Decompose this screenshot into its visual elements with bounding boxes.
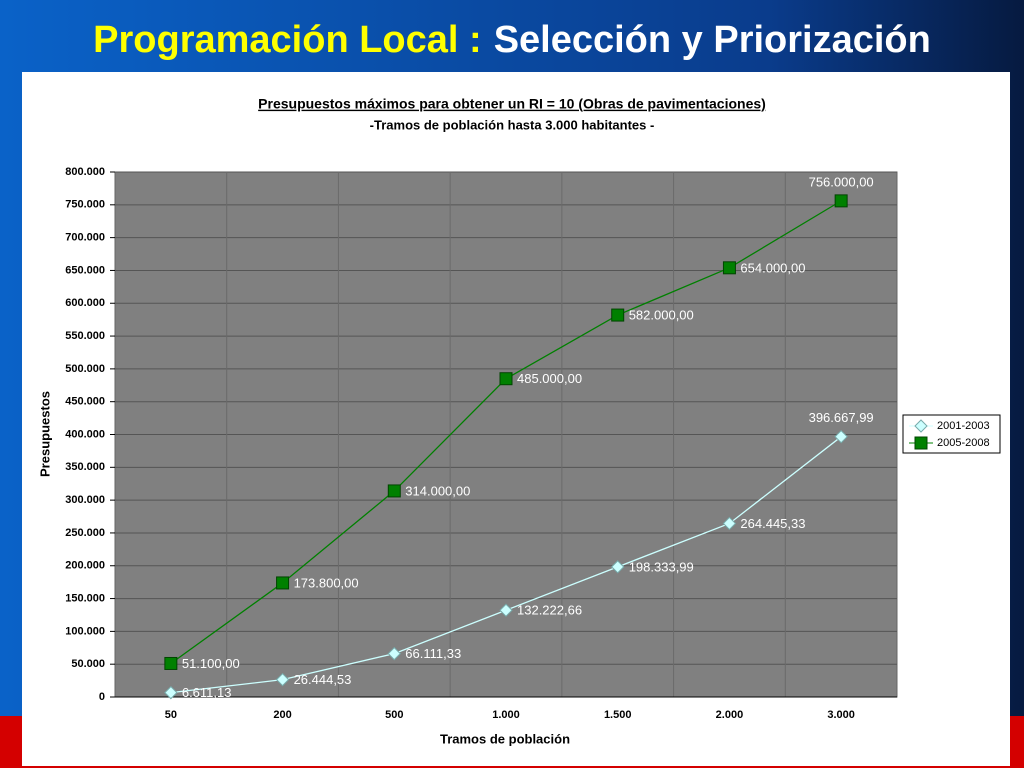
point: [834, 194, 848, 208]
value-label: 198.333,99: [629, 559, 694, 574]
point: [275, 672, 290, 687]
y-tick-label: 0: [99, 691, 105, 703]
value-label: 173.800,00: [294, 575, 359, 590]
legend-marker: [914, 419, 928, 433]
y-tick-label: 150.000: [65, 592, 105, 604]
legend-marker: [914, 436, 928, 450]
y-tick-label: 750.000: [65, 199, 105, 211]
chart-subtitle: -Tramos de población hasta 3.000 habitan…: [370, 117, 655, 132]
y-tick-label: 700.000: [65, 232, 105, 244]
title-rest: Selección y Priorización: [494, 19, 931, 61]
y-tick-label: 300.000: [65, 494, 105, 506]
point: [499, 372, 513, 386]
chart-title: Presupuestos máximos para obtener un RI …: [258, 96, 766, 112]
x-tick-label: 500: [385, 709, 403, 721]
value-label: 66.111,33: [405, 646, 461, 661]
point: [834, 429, 848, 444]
value-label: 654.000,00: [740, 260, 805, 275]
slide-title: Programación Local : Selección y Prioriza…: [93, 19, 931, 61]
x-tick-label: 200: [273, 709, 291, 721]
y-tick-label: 100.000: [65, 625, 105, 637]
y-tick-label: 600.000: [65, 297, 105, 309]
point: [387, 646, 401, 661]
point: [164, 656, 178, 670]
x-tick-label: 3.000: [827, 709, 855, 721]
x-tick-label: 1.500: [604, 709, 632, 721]
point: [722, 261, 736, 275]
value-label: 6.611,13: [182, 685, 232, 700]
y-tick-label: 250.000: [65, 527, 105, 539]
y-tick-label: 800.000: [65, 166, 105, 178]
y-tick-label: 500.000: [65, 363, 105, 375]
value-label: 132.222,66: [517, 603, 582, 618]
y-tick-label: 50.000: [71, 658, 105, 670]
point: [611, 308, 625, 322]
y-tick-label: 550.000: [65, 330, 105, 342]
point: [387, 484, 401, 498]
y-tick-label: 200.000: [65, 560, 105, 572]
value-label: 756.000,00: [809, 174, 874, 189]
title-highlight: Programación Local :: [93, 19, 482, 61]
value-label: 582.000,00: [629, 308, 694, 323]
x-axis-title: Tramos de población: [440, 731, 570, 746]
point: [611, 560, 625, 574]
x-tick-label: 1.000: [492, 709, 520, 721]
point: [276, 576, 290, 590]
y-tick-label: 450.000: [65, 396, 105, 408]
value-label: 51.100,00: [182, 656, 240, 671]
y-tick-label: 650.000: [65, 264, 105, 276]
legend-label: 2001-2003: [937, 420, 990, 432]
point: [164, 685, 178, 700]
value-label: 396.667,99: [809, 410, 874, 425]
y-tick-label: 400.000: [65, 428, 105, 440]
value-label: 264.445,33: [740, 516, 805, 531]
x-tick-label: 50: [165, 709, 177, 721]
y-axis-title: Presupuestos: [37, 391, 52, 477]
value-label: 26.444,53: [294, 672, 352, 687]
point: [722, 516, 737, 531]
value-label: 485.000,00: [517, 371, 582, 386]
y-tick-label: 350.000: [65, 461, 105, 473]
x-tick-label: 2.000: [716, 709, 744, 721]
point: [499, 603, 513, 617]
value-label: 314.000,00: [405, 483, 470, 498]
legend-label: 2005-2008: [937, 437, 990, 449]
